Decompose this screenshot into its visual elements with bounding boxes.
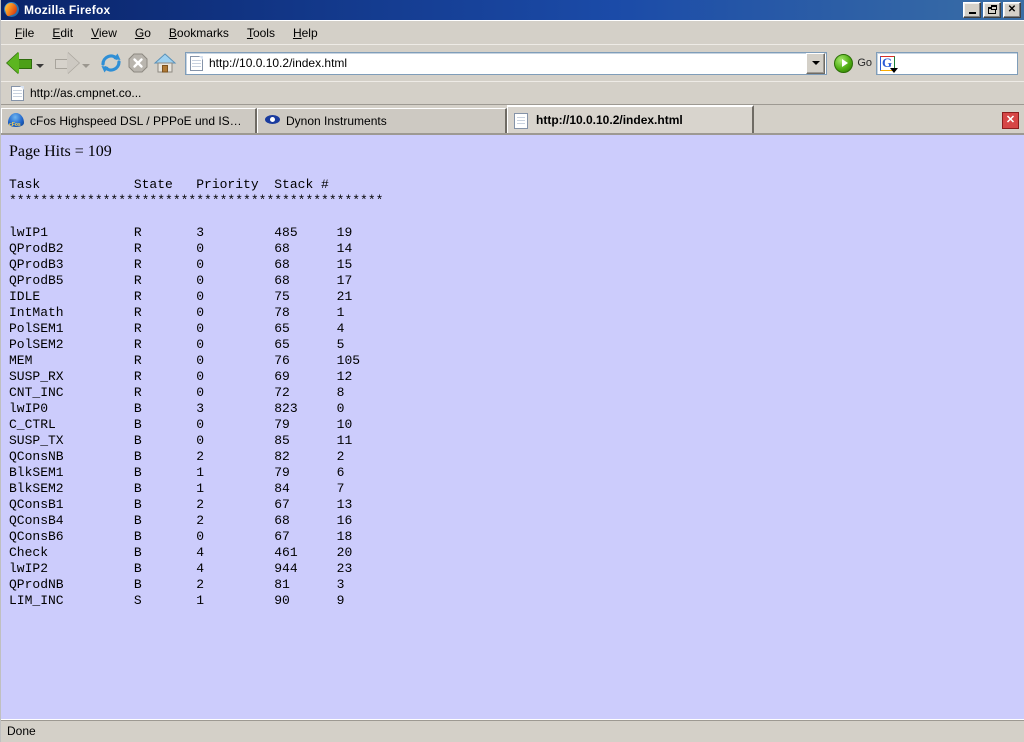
cfos-favicon-icon [8, 113, 24, 129]
go-arrow-icon [834, 53, 854, 73]
reload-button[interactable] [97, 48, 125, 78]
table-row: IDLE R 0 75 21 [9, 289, 353, 304]
table-row: lwIP2 B 4 944 23 [9, 561, 353, 576]
page-favicon-icon [514, 112, 530, 129]
dynon-favicon-icon [264, 113, 280, 129]
status-bar: Done [1, 719, 1024, 742]
bookmark-label: http://as.cmpnet.co... [30, 86, 142, 100]
title-bar: Mozilla Firefox ✕ [1, 0, 1024, 20]
search-input[interactable] [897, 55, 1017, 71]
table-row: CNT_INC R 0 72 8 [9, 385, 345, 400]
url-dropdown-button[interactable] [806, 52, 826, 74]
table-row: QConsB6 B 0 67 18 [9, 529, 353, 544]
navigation-toolbar: http://10.0.10.2/index.html Go G [1, 44, 1024, 81]
table-row: LIM_INC S 1 90 9 [9, 593, 345, 608]
table-row: BlkSEM1 B 1 79 6 [9, 465, 345, 480]
menu-bookmarks[interactable]: Bookmarks [168, 25, 229, 40]
menu-help-rest: elp [301, 25, 318, 40]
task-table-header: Task State Priority Stack # [9, 177, 329, 192]
url-text[interactable]: http://10.0.10.2/index.html [209, 56, 348, 70]
page-hits-text: Page Hits = 109 [9, 143, 112, 160]
reload-icon [99, 52, 123, 74]
bookmark-page-icon [11, 85, 24, 101]
table-row: lwIP0 B 3 823 0 [9, 401, 345, 416]
menu-file[interactable]: File [15, 25, 35, 40]
menu-tools-rest: ools [252, 25, 275, 40]
stop-icon [127, 52, 149, 74]
forward-button[interactable] [51, 48, 97, 78]
home-icon [153, 52, 177, 74]
menu-edit-rest: dit [60, 25, 74, 40]
menu-edit[interactable]: Edit [52, 25, 74, 40]
home-button[interactable] [151, 48, 179, 78]
back-arrow-icon [7, 52, 33, 74]
close-tab-button[interactable]: ✕ [1002, 112, 1019, 129]
table-row: IntMath R 0 78 1 [9, 305, 345, 320]
table-row: PolSEM1 R 0 65 4 [9, 321, 345, 336]
table-row: QProdB5 R 0 68 17 [9, 273, 353, 288]
menu-help[interactable]: Help [292, 25, 318, 40]
table-row: QProdB2 R 0 68 14 [9, 241, 353, 256]
menu-view-rest: iew [98, 25, 117, 40]
page-content: Page Hits = 109 Task State Priority Stac… [1, 135, 1024, 719]
back-history-chevron-down-icon[interactable] [36, 64, 44, 68]
window-controls: ✕ [963, 2, 1021, 18]
go-button[interactable]: Go [834, 53, 876, 73]
bookmark-item[interactable]: http://as.cmpnet.co... [7, 84, 147, 103]
table-row: SUSP_TX B 0 85 11 [9, 433, 353, 448]
back-button[interactable] [5, 48, 51, 78]
menu-file-rest: ile [22, 25, 35, 40]
table-row: Check B 4 461 20 [9, 545, 353, 560]
stop-button[interactable] [125, 48, 151, 78]
close-button[interactable]: ✕ [1003, 2, 1021, 18]
menu-tools[interactable]: Tools [246, 25, 275, 40]
tab-dynon[interactable]: Dynon Instruments [257, 108, 507, 133]
table-row: C_CTRL B 0 79 10 [9, 417, 353, 432]
tab-dynon-label: Dynon Instruments [286, 114, 387, 128]
url-bar[interactable]: http://10.0.10.2/index.html [185, 51, 828, 75]
google-icon[interactable]: G [880, 55, 898, 73]
tab-cfos[interactable]: cFos Highspeed DSL / PPPoE und ISDN CAP.… [1, 108, 257, 133]
table-row: PolSEM2 R 0 65 5 [9, 337, 345, 352]
firefox-logo-icon [4, 2, 20, 18]
task-table-separator: ****************************************… [9, 193, 384, 208]
table-row: QConsNB B 2 82 2 [9, 449, 345, 464]
menu-view[interactable]: View [91, 25, 117, 40]
menu-go-rest: o [144, 25, 151, 40]
menu-bar: File Edit View Go Bookmarks Tools Help [1, 20, 1024, 44]
tab-bar-filler: ✕ [754, 108, 1024, 133]
window-title: Mozilla Firefox [24, 3, 111, 17]
menu-go[interactable]: Go [134, 25, 151, 40]
forward-history-chevron-down-icon[interactable] [82, 64, 90, 68]
table-row: QProdNB B 2 81 3 [9, 577, 345, 592]
tab-index-html[interactable]: http://10.0.10.2/index.html [507, 105, 754, 133]
minimize-button[interactable] [963, 2, 981, 18]
tab-index-html-label: http://10.0.10.2/index.html [536, 113, 683, 127]
table-row: QProdB3 R 0 68 15 [9, 257, 353, 272]
page-icon [190, 55, 203, 71]
table-row: BlkSEM2 B 1 84 7 [9, 481, 345, 496]
tab-cfos-label: cFos Highspeed DSL / PPPoE und ISDN CAP.… [30, 114, 247, 128]
table-row: SUSP_RX R 0 69 12 [9, 369, 353, 384]
search-bar[interactable]: G [876, 51, 1018, 75]
menu-bookmarks-rest: ookmarks [176, 25, 229, 40]
table-row: MEM R 0 76 105 [9, 353, 361, 368]
table-row: lwIP1 R 3 485 19 [9, 225, 353, 240]
task-table-body: lwIP1 R 3 485 19 QProdB2 R 0 68 14 QProdB3… [9, 225, 1024, 609]
bookmarks-toolbar: http://as.cmpnet.co... [1, 81, 1024, 105]
tab-bar: cFos Highspeed DSL / PPPoE und ISDN CAP.… [1, 105, 1024, 135]
forward-arrow-icon [53, 52, 79, 74]
status-text: Done [7, 724, 36, 738]
go-button-label: Go [857, 57, 872, 69]
table-row: QConsB1 B 2 67 13 [9, 497, 353, 512]
restore-button[interactable] [983, 2, 1001, 18]
table-row: QConsB4 B 2 68 16 [9, 513, 353, 528]
